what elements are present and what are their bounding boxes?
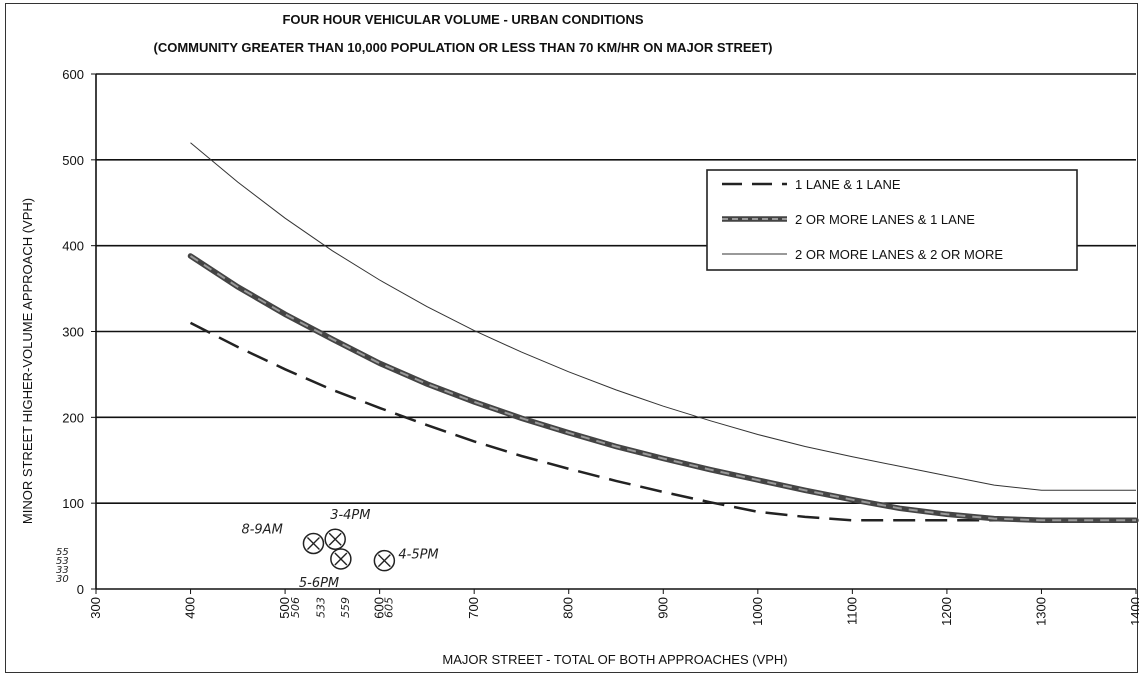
y-tick-label-200: 200 (62, 410, 84, 425)
x-tick-label-300: 300 (88, 597, 103, 619)
y-axis-label: MINOR STREET HIGHER-VOLUME APPROACH (VPH… (20, 198, 35, 524)
data-point-label-2: 5-6PM (299, 576, 339, 591)
y-tick-label-400: 400 (62, 239, 84, 254)
x-tick-label-900: 900 (655, 597, 670, 619)
handwritten-x-value-0: 506 (289, 597, 302, 618)
legend-label-1: 2 OR MORE LANES & 1 LANE (795, 212, 975, 227)
chart-title: FOUR HOUR VEHICULAR VOLUME - URBAN CONDI… (282, 12, 643, 27)
data-point-x-b-0 (306, 537, 320, 551)
chart-svg: FOUR HOUR VEHICULAR VOLUME - URBAN CONDI… (20, 12, 1139, 667)
y-tick-label-600: 600 (62, 67, 84, 82)
handwritten-y-value-0: 55 (56, 547, 69, 558)
data-point-label-0: 8-9AM (241, 523, 282, 538)
x-tick-label-1300: 1300 (1033, 597, 1048, 626)
data-point-circle-0 (302, 532, 325, 555)
x-tick-label-1100: 1100 (844, 597, 859, 625)
series-line-2 (190, 142, 1136, 491)
series-line-1 (189, 255, 1136, 522)
y-tick-label-100: 100 (62, 496, 84, 511)
series-line-0 (189, 321, 1136, 522)
legend-label-0: 1 LANE & 1 LANE (795, 177, 901, 192)
tick-labels: 0 100 200 300 400 500 600 300 400 500 600 700 800 900… (62, 67, 1139, 626)
data-point-label-3: 4-5PM (398, 548, 438, 563)
series-group (187, 142, 1139, 524)
y-tick-label-0: 0 (77, 582, 84, 597)
handwritten-y-value-1: 53 (56, 556, 69, 567)
x-axis-label: MAJOR STREET - TOTAL OF BOTH APPROACHES … (442, 652, 787, 667)
chart-frame: FOUR HOUR VEHICULAR VOLUME - URBAN CONDI… (5, 3, 1139, 673)
x-tick-label-1000: 1000 (750, 597, 765, 626)
handwritten-x-value-3: 605 (382, 597, 395, 618)
x-tick-label-1400: 1400 (1128, 597, 1139, 626)
y-tick-label-500: 500 (62, 153, 84, 168)
chart-subtitle: (COMMUNITY GREATER THAN 10,000 POPULATIO… (154, 40, 773, 55)
handwritten-x-value-2: 559 (339, 597, 352, 618)
y-tick-label-300: 300 (62, 325, 84, 340)
data-point-circle-2 (330, 548, 352, 570)
legend-label-2: 2 OR MORE LANES & 2 OR MORE (795, 247, 1003, 262)
data-point-x-b-2 (334, 552, 348, 566)
handwritten-y-value-2: 33 (56, 565, 69, 576)
legend: 1 LANE & 1 LANE 2 OR MORE LANES & 1 LANE 2… (706, 169, 1078, 271)
x-tick-label-1200: 1200 (939, 597, 954, 626)
x-tick-label-500: 500 (277, 597, 292, 619)
data-point-circle-3 (373, 549, 396, 572)
x-tick-label-400: 400 (183, 597, 198, 619)
data-point-x-b-1 (328, 532, 342, 546)
x-tick-label-600: 600 (372, 597, 387, 619)
gridlines (96, 73, 1136, 504)
series-line-1-outer (187, 253, 1139, 524)
x-tick-label-800: 800 (561, 597, 576, 619)
data-point-circle-1 (324, 528, 346, 550)
handwritten-x-value-1: 533 (314, 597, 327, 618)
handwritten-y-value-3: 30 (56, 574, 69, 585)
x-tick-label-700: 700 (466, 597, 481, 619)
data-point-x-b-3 (377, 554, 391, 568)
data-point-label-1: 3-4PM (330, 508, 370, 523)
